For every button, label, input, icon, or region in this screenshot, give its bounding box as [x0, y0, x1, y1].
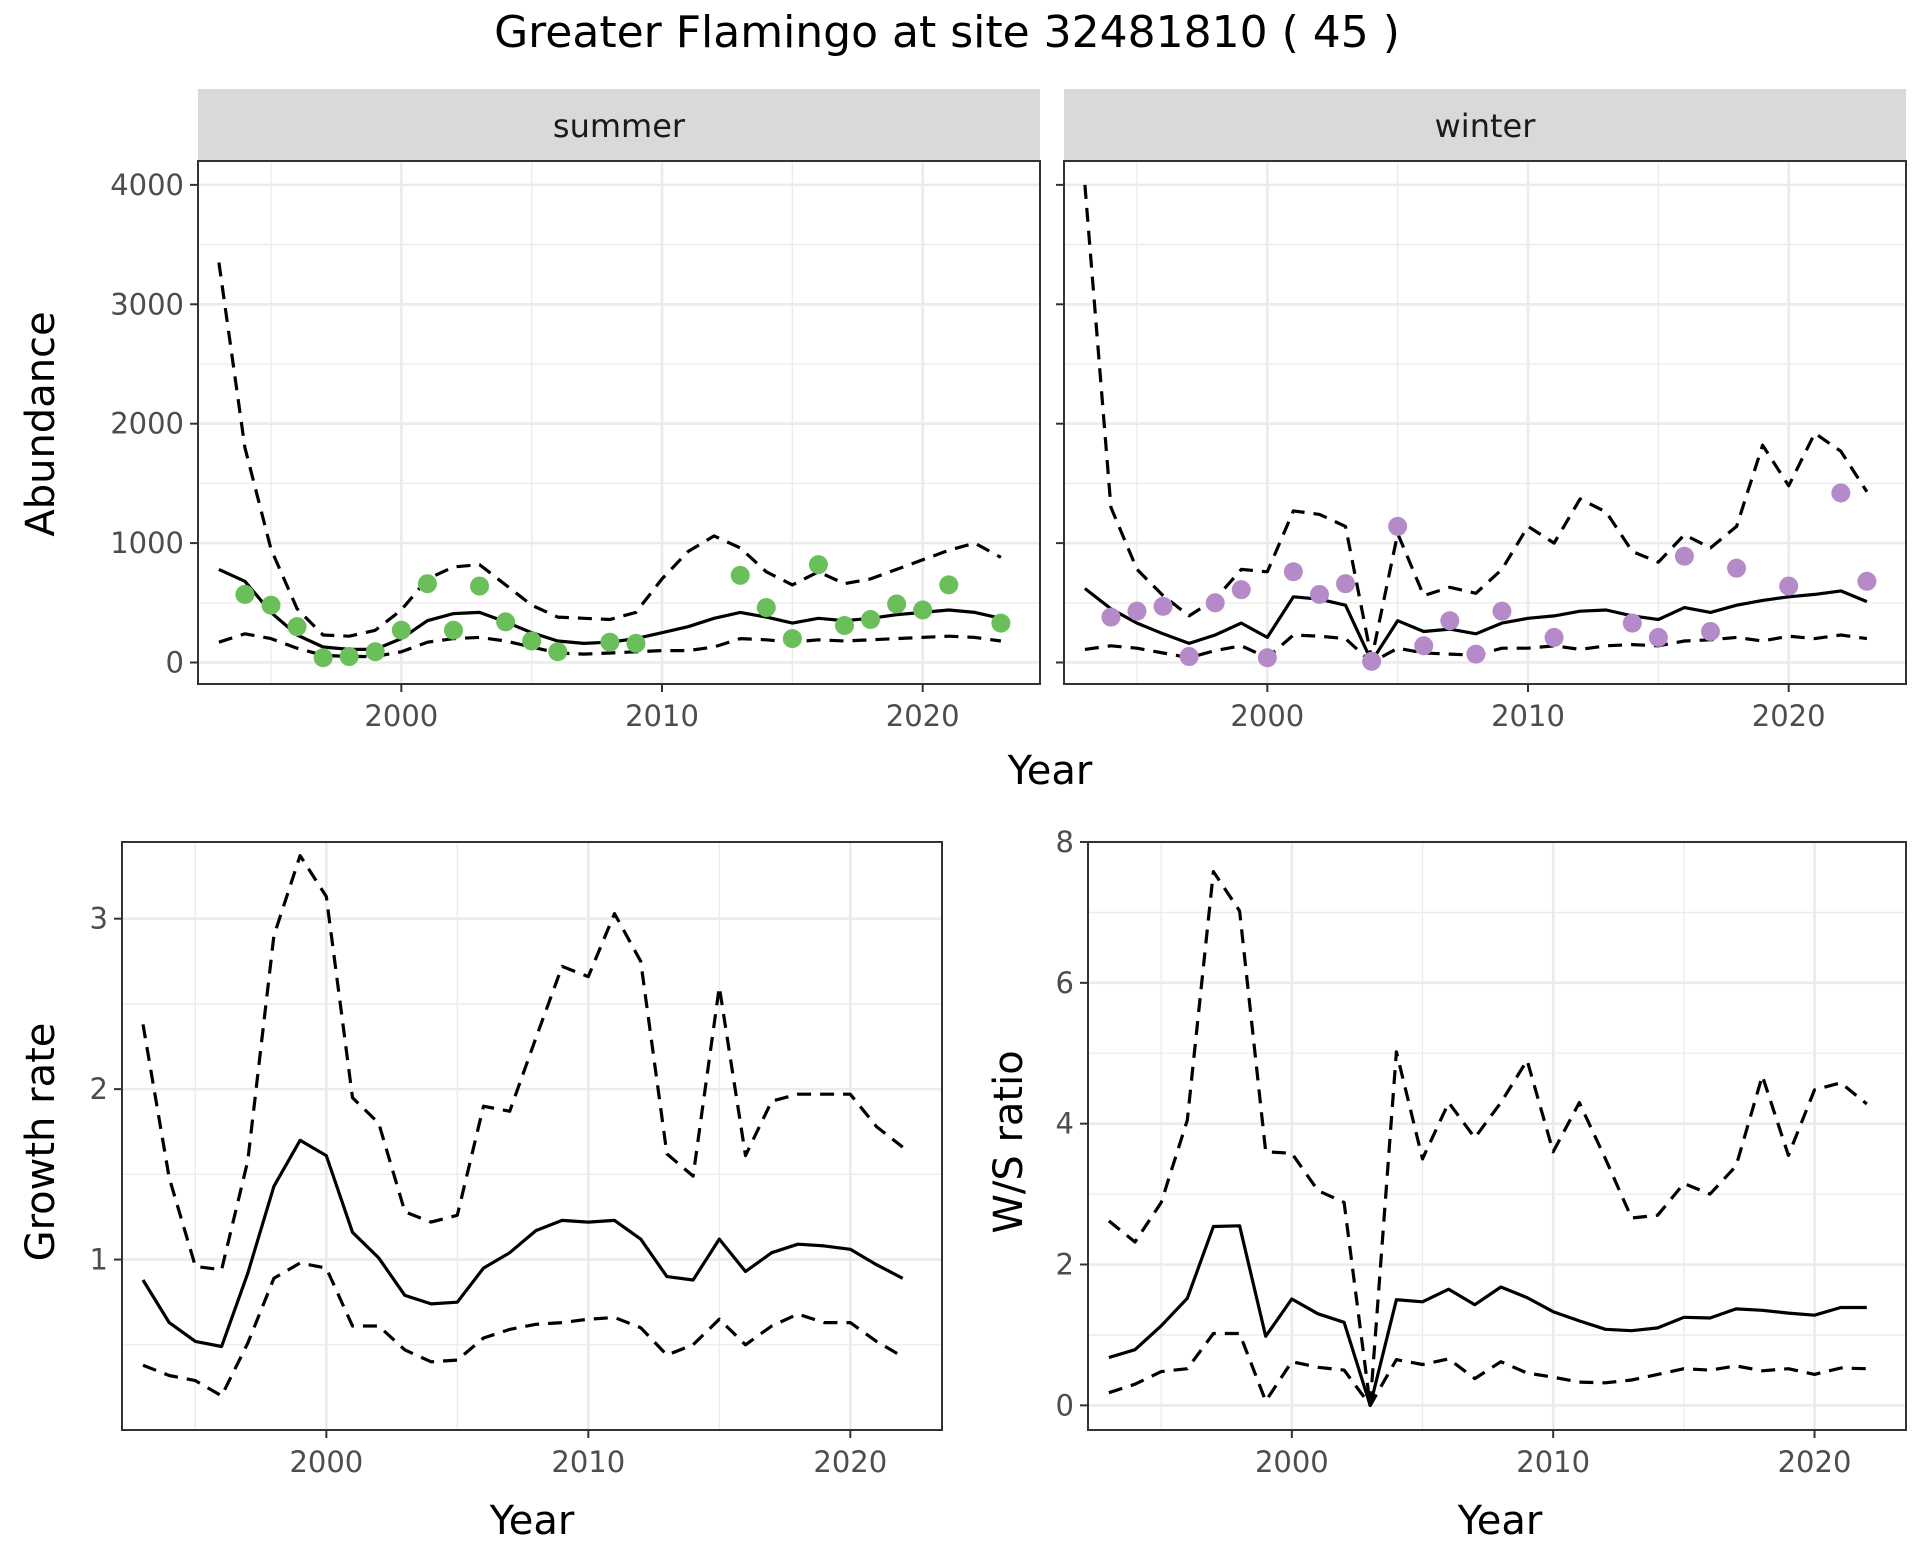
x-tick-label: 2000	[1230, 699, 1304, 733]
data-point	[730, 565, 750, 585]
data-point	[548, 642, 568, 662]
data-point	[861, 610, 881, 630]
data-point	[1309, 584, 1329, 604]
data-point	[991, 613, 1011, 633]
panel-growth-rate: 2000 2010 2020 1 2 3	[90, 841, 943, 1479]
data-point	[1127, 601, 1147, 621]
strip-winter: winter	[1064, 89, 1906, 163]
data-point	[1153, 596, 1173, 616]
data-point	[834, 615, 854, 635]
y-axis-title-abundance: Abundance	[18, 311, 64, 536]
data-point	[313, 648, 333, 668]
x-axis-title-top: Year	[1007, 748, 1093, 794]
data-point	[496, 612, 516, 632]
y-axis-title-ws: W/S ratio	[986, 1050, 1032, 1233]
y-tick-label: 3000	[110, 287, 184, 321]
y-tick-label: 6	[1056, 966, 1074, 1000]
data-point	[470, 576, 490, 596]
figure-title: Greater Flamingo at site 32481810 ( 45 )	[494, 7, 1400, 58]
data-point	[1231, 580, 1251, 600]
strip-label-winter: winter	[1435, 107, 1537, 145]
data-point	[1414, 636, 1434, 656]
x-tick-label: 2020	[1778, 1445, 1852, 1479]
data-point	[261, 595, 281, 615]
data-point	[1283, 562, 1303, 582]
data-point	[522, 631, 542, 651]
data-point	[1205, 593, 1225, 613]
series-line-upper	[141, 854, 904, 1272]
data-point	[417, 574, 437, 594]
data-point	[1857, 571, 1877, 591]
x-tick-label: 2000	[289, 1445, 363, 1479]
x-tick-label: 2020	[1752, 699, 1826, 733]
data-point	[1101, 607, 1121, 627]
x-tick-label: 2000	[1255, 1445, 1329, 1479]
data-point	[1492, 601, 1512, 621]
x-tick-label: 2020	[886, 699, 960, 733]
series-line-upper	[217, 262, 1002, 638]
data-point	[1440, 611, 1460, 631]
data-point	[339, 647, 359, 667]
data-point	[756, 598, 776, 618]
x-axis-title-growth: Year	[489, 1498, 575, 1544]
y-tick-label: 0	[1056, 1388, 1074, 1422]
data-point	[1648, 627, 1668, 647]
x-tick-label: 2010	[1491, 699, 1565, 733]
data-point	[1700, 621, 1720, 641]
data-point	[626, 633, 646, 653]
data-point	[1779, 576, 1799, 596]
series-line-estimate	[141, 1138, 904, 1349]
data-point	[808, 555, 828, 575]
x-axis-title-ws: Year	[1457, 1498, 1543, 1544]
data-point	[235, 584, 255, 604]
x-tick-label: 2000	[364, 699, 438, 733]
data-point	[1466, 644, 1486, 664]
data-point	[1831, 483, 1851, 503]
data-point	[1544, 627, 1564, 647]
y-axis-title-growth: Growth rate	[18, 1023, 64, 1262]
data-point	[1388, 516, 1408, 536]
panel-winter-abundance: 2000 2010 2020	[1056, 160, 1907, 733]
y-tick-label: 4	[1056, 1107, 1074, 1141]
data-point	[365, 642, 385, 662]
data-point	[600, 632, 620, 652]
data-point	[1674, 546, 1694, 566]
series-line-estimate	[1083, 587, 1868, 663]
series-line-estimate	[1108, 1224, 1867, 1407]
data-point	[913, 600, 933, 620]
strip-label-summer: summer	[553, 107, 686, 145]
series-line-lower	[218, 632, 1002, 659]
y-tick-label: 3	[90, 902, 108, 936]
data-point	[1362, 651, 1382, 671]
y-tick-label: 4000	[110, 168, 184, 202]
panel-summer-abundance: 2000 2010 2020 0 1000 2000 3000 4000	[110, 160, 1041, 733]
series-line-lower	[1108, 1331, 1867, 1407]
data-point	[782, 629, 802, 649]
data-point	[391, 620, 411, 640]
data-point	[1727, 558, 1747, 578]
y-tick-label: 1000	[110, 526, 184, 560]
y-tick-label: 2	[90, 1072, 108, 1106]
series-line-upper	[1107, 870, 1868, 1407]
y-tick-label: 1	[90, 1243, 108, 1277]
strip-summer: summer	[198, 89, 1040, 163]
data-point	[287, 617, 307, 637]
x-tick-label: 2010	[551, 1445, 625, 1479]
y-tick-label: 2000	[110, 407, 184, 441]
data-point	[1179, 647, 1199, 667]
data-point	[1622, 613, 1642, 633]
x-tick-label: 2010	[625, 699, 699, 733]
y-tick-label: 2	[1056, 1248, 1074, 1282]
data-point	[1257, 648, 1277, 668]
data-point	[1336, 574, 1356, 594]
x-tick-label: 2010	[1516, 1445, 1590, 1479]
y-tick-label: 8	[1056, 825, 1074, 859]
panel-ws-ratio: 2000 2010 2020 0 2 4 6 8	[1056, 825, 1907, 1479]
y-tick-label: 0	[166, 646, 184, 680]
x-tick-label: 2020	[813, 1445, 887, 1479]
data-point	[443, 620, 463, 640]
data-point	[887, 594, 907, 614]
data-point	[939, 575, 959, 595]
